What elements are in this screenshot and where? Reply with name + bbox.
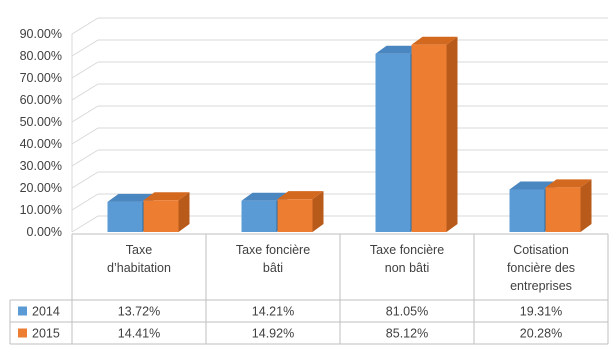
table-cell-value: 14.41% [118, 327, 160, 341]
y-tick-label: 80.00% [20, 49, 62, 63]
y-tick-label: 20.00% [20, 181, 62, 195]
category-label: bâti [263, 261, 283, 275]
bar-top [509, 181, 556, 190]
category-label: non bâti [385, 261, 429, 275]
bar-2015-3 [545, 179, 592, 232]
bar-top [143, 192, 190, 201]
gridline-diagonal [71, 127, 99, 145]
series-name: 2014 [32, 305, 60, 319]
bar-2015-2 [411, 36, 458, 233]
bar-side [580, 179, 592, 232]
bar-top [411, 36, 458, 45]
table-cell-value: 13.72% [118, 305, 160, 319]
category-label: Taxe foncière [370, 243, 444, 257]
gridline-diagonal [71, 17, 99, 35]
bar-side [312, 191, 324, 232]
table-cell-value: 20.28% [520, 327, 562, 341]
category-label: Cotisation [513, 243, 569, 257]
gridline-diagonal [71, 105, 99, 123]
bar-2015-0 [143, 192, 190, 232]
y-tick-label: 90.00% [20, 27, 62, 41]
series-name: 2015 [32, 327, 60, 341]
category-label: d’habitation [107, 261, 171, 275]
y-tick-label: 40.00% [20, 137, 62, 151]
table-cell-value: 19.31% [520, 305, 562, 319]
bar-front [509, 189, 545, 232]
gridline-diagonal [71, 83, 99, 101]
category-label: entreprises [510, 279, 572, 293]
gridline-diagonal [71, 149, 99, 167]
table-cell-value: 14.92% [252, 327, 294, 341]
bar-front [375, 53, 411, 232]
y-axis-ticks: 0.00% 10.00% 20.00% 30.00% 40.00% 50.00% 60.00… [20, 27, 62, 239]
bar-top [545, 179, 592, 188]
y-tick-label: 60.00% [20, 93, 62, 107]
bar-top [107, 193, 154, 202]
gridline-diagonal [71, 193, 99, 211]
bar-front [107, 201, 143, 232]
table-cell-value: 14.21% [252, 305, 294, 319]
gridlines [71, 17, 608, 233]
bar-side [178, 192, 190, 232]
bar-front [277, 199, 313, 232]
y-tick-label: 70.00% [20, 71, 62, 85]
gridline-diagonal [71, 171, 99, 189]
table-cell-value: 85.12% [386, 327, 428, 341]
gridline-diagonal [71, 215, 99, 233]
y-tick-label: 10.00% [20, 203, 62, 217]
gridline-diagonal [71, 61, 99, 79]
bars [107, 36, 592, 233]
bar-front [143, 200, 179, 232]
legend-key-2014 [18, 306, 27, 316]
legend-key-2015 [18, 328, 27, 338]
bar-front [411, 44, 447, 233]
category-label: Taxe foncière [236, 243, 310, 257]
bar-front [545, 187, 581, 232]
category-label: foncière des [507, 261, 575, 275]
bar-top [241, 192, 288, 201]
gridline-diagonal [71, 39, 99, 57]
y-tick-label: 30.00% [20, 159, 62, 173]
bar-top [375, 45, 422, 54]
bar-front [241, 200, 277, 232]
y-tick-label: 50.00% [20, 115, 62, 129]
bar-top [277, 191, 324, 200]
table-cell-value: 81.05% [386, 305, 428, 319]
bar-side [446, 36, 458, 233]
category-label: Taxe [126, 243, 152, 257]
bar-2015-1 [277, 191, 324, 232]
y-tick-label: 0.00% [27, 225, 62, 239]
data-table: Taxe d’habitation Taxe foncière bâti Taxe fo… [9, 233, 609, 345]
